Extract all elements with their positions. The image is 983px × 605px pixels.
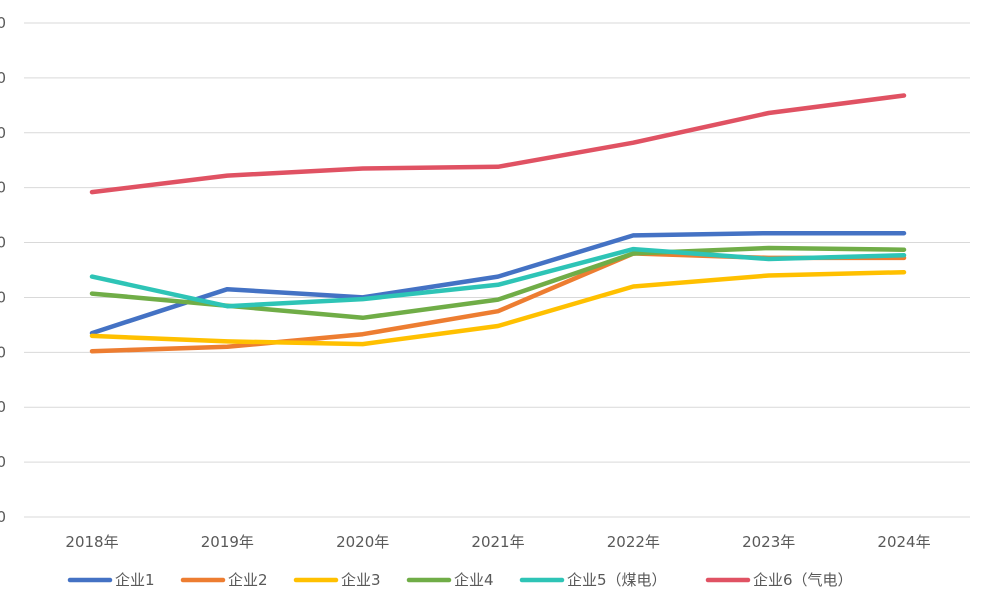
series-line-3 [89, 269, 907, 347]
series-line-1 [89, 230, 907, 336]
x-tick-label: 2024年 [877, 533, 930, 551]
gridlines [24, 22, 970, 518]
x-tick-label: 2018年 [65, 533, 118, 551]
y-tick-label: 0 [0, 124, 6, 142]
legend-label: 企业1 [115, 571, 155, 589]
y-tick-label: 0 [0, 69, 6, 87]
x-tick-label: 2022年 [607, 533, 660, 551]
x-tick-label: 2019年 [201, 533, 254, 551]
x-tick-label: 2020年 [336, 533, 389, 551]
legend-item: 企业3 [293, 571, 381, 589]
y-tick-label: 0 [0, 508, 6, 526]
legend-label: 企业2 [228, 571, 268, 589]
legend-item: 企业4 [406, 571, 494, 589]
legend-label: 企业3 [341, 571, 381, 589]
legend: 企业1 企业2 企业3 企业4 企业5（煤电） 企业6（气电） [67, 571, 853, 589]
legend-label: 企业4 [454, 571, 494, 589]
y-tick-label: 0 [0, 14, 6, 32]
legend-label: 企业6（气电） [753, 571, 853, 589]
y-tick-label: 0 [0, 343, 6, 361]
y-tick-label: 0 [0, 453, 6, 471]
legend-item: 企业6（气电） [705, 571, 853, 589]
y-axis-ticks: 0 0 0 0 0 0 0 0 0 0 [0, 14, 6, 526]
legend-item: 企业2 [180, 571, 268, 589]
legend-item: 企业5（煤电） [519, 571, 667, 589]
series-lines [89, 93, 907, 354]
x-axis-ticks: 2018年 2019年 2020年 2021年 2022年 2023年 2024年 [65, 533, 930, 551]
x-tick-label: 2023年 [742, 533, 795, 551]
y-tick-label: 0 [0, 288, 6, 306]
legend-item: 企业1 [67, 571, 155, 589]
legend-label: 企业5（煤电） [567, 571, 667, 589]
y-tick-label: 0 [0, 398, 6, 416]
y-tick-label: 0 [0, 234, 6, 252]
x-tick-label: 2021年 [471, 533, 524, 551]
y-tick-label: 0 [0, 179, 6, 197]
series-line-6 [89, 93, 907, 195]
series-line-5 [89, 246, 907, 309]
